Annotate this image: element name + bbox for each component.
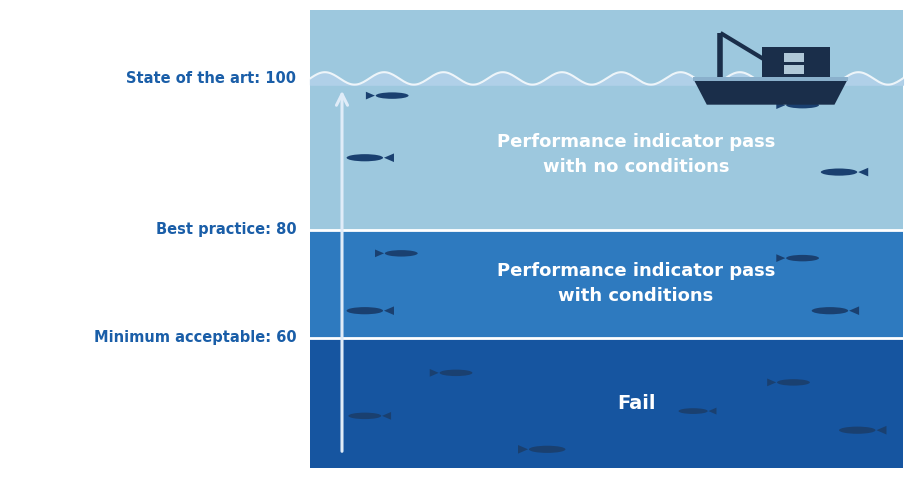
Ellipse shape <box>811 307 847 315</box>
Ellipse shape <box>785 102 818 109</box>
Polygon shape <box>766 379 775 386</box>
Ellipse shape <box>820 169 856 175</box>
Bar <box>761 47 829 78</box>
Bar <box>783 53 804 62</box>
Ellipse shape <box>346 154 383 162</box>
Text: Performance indicator pass
with no conditions: Performance indicator pass with no condi… <box>496 132 774 175</box>
Polygon shape <box>384 306 394 315</box>
Text: Performance indicator pass
with conditions: Performance indicator pass with conditio… <box>496 262 774 305</box>
Text: Fail: Fail <box>616 393 655 413</box>
Bar <box>310 78 902 230</box>
Bar <box>310 10 902 78</box>
Polygon shape <box>848 306 858 315</box>
Polygon shape <box>374 250 384 257</box>
Ellipse shape <box>528 445 565 453</box>
Polygon shape <box>875 426 885 435</box>
Bar <box>692 77 847 81</box>
Polygon shape <box>857 168 867 176</box>
Polygon shape <box>708 408 716 414</box>
Ellipse shape <box>375 92 408 99</box>
Bar <box>783 65 804 74</box>
Polygon shape <box>775 254 784 262</box>
Ellipse shape <box>439 369 472 376</box>
Polygon shape <box>692 78 847 105</box>
Polygon shape <box>429 369 438 377</box>
Polygon shape <box>365 92 374 99</box>
Ellipse shape <box>348 413 381 419</box>
Ellipse shape <box>384 250 417 257</box>
Ellipse shape <box>785 255 818 261</box>
Ellipse shape <box>776 379 809 386</box>
Ellipse shape <box>346 307 383 315</box>
Bar <box>310 230 902 337</box>
Text: Best practice: 80: Best practice: 80 <box>156 222 296 237</box>
Polygon shape <box>517 445 527 454</box>
Text: State of the art: 100: State of the art: 100 <box>127 71 296 86</box>
Ellipse shape <box>838 426 875 434</box>
Text: Minimum acceptable: 60: Minimum acceptable: 60 <box>94 330 296 345</box>
Bar <box>310 337 902 468</box>
Polygon shape <box>384 153 394 162</box>
Polygon shape <box>382 412 391 420</box>
Ellipse shape <box>678 408 707 414</box>
Polygon shape <box>775 101 784 109</box>
